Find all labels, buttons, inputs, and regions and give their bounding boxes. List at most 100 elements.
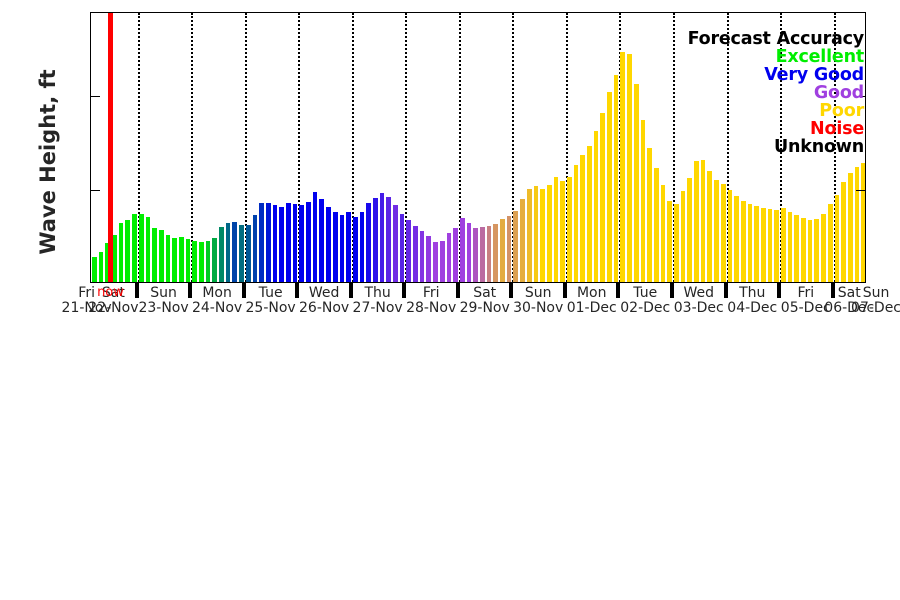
x-axis-day-tick [562, 283, 567, 298]
x-axis-day-name: Mon [202, 285, 232, 301]
bar [767, 208, 773, 282]
x-axis-day-name: Sun [150, 285, 177, 301]
bar [827, 203, 833, 282]
x-axis-day-tick [830, 283, 835, 298]
bar [426, 235, 432, 282]
day-gridline [512, 13, 515, 282]
day-gridline [780, 13, 783, 282]
y-axis-tick-mark [856, 95, 865, 97]
bar [419, 231, 425, 282]
x-axis-day-date: 06-Dec [824, 300, 875, 316]
bar [760, 207, 766, 282]
x-axis-day-date: 30-Nov [513, 300, 564, 316]
x-axis-day-date: 21-Nov [61, 300, 112, 316]
bar [386, 197, 392, 282]
y-axis-title: Wave Height, ft [36, 69, 60, 255]
legend-item-noise: Noise [810, 119, 864, 140]
bar [774, 209, 780, 282]
x-axis-day-name: Fri [422, 285, 440, 301]
bar [473, 228, 478, 282]
bar [192, 240, 198, 282]
bar [279, 206, 284, 282]
bar [446, 233, 452, 282]
bar [493, 223, 499, 282]
x-axis-day-date: 04-Dec [727, 300, 778, 316]
bar [172, 237, 177, 282]
bar [546, 185, 552, 282]
bar [607, 91, 612, 282]
day-gridline [351, 13, 354, 282]
legend-item-good: Good [813, 83, 864, 104]
x-axis-day-tick [616, 283, 621, 298]
x-axis-day-tick [241, 283, 246, 298]
bar [145, 217, 151, 282]
bar [553, 176, 559, 282]
bar [540, 188, 545, 282]
bar [199, 241, 204, 282]
bar [667, 201, 672, 282]
bar [841, 182, 846, 282]
bar [466, 222, 472, 282]
bar [245, 224, 251, 282]
bar [165, 234, 171, 282]
legend-item-very-good: Very Good [764, 65, 864, 86]
legend-title: Forecast Accuracy [687, 29, 865, 49]
bar [272, 204, 278, 282]
bar [560, 181, 565, 282]
x-axis-day-name: Thu [739, 285, 766, 301]
x-axis-day-tick [134, 283, 139, 298]
bar [807, 219, 813, 282]
bar [680, 190, 686, 282]
y-axis-tick-mark [91, 95, 100, 97]
day-gridline [726, 13, 729, 282]
bar [566, 176, 572, 282]
bar [459, 218, 465, 282]
bar [112, 234, 117, 282]
x-axis-day-date: 23-Nov [138, 300, 189, 316]
legend-items: Excellent Very Good Good Poor Noise Unknown [688, 48, 864, 156]
bar [252, 215, 258, 282]
day-gridline [833, 13, 836, 282]
bar [319, 199, 325, 282]
bar [393, 204, 398, 282]
bar [687, 177, 693, 282]
bar [138, 214, 144, 282]
bar [352, 217, 358, 282]
x-axis-day-date: 02-Dec [620, 300, 671, 316]
bar [720, 184, 726, 282]
bar [125, 219, 131, 282]
bar [613, 75, 619, 282]
bar [326, 206, 331, 282]
x-axis-day-tick [670, 283, 674, 298]
bar [359, 212, 365, 282]
bar [439, 240, 445, 282]
bar [225, 222, 231, 282]
x-axis-day-name: Tue [633, 285, 658, 301]
bar [861, 163, 865, 282]
bar [312, 191, 318, 282]
y-axis-tick-mark [856, 189, 865, 191]
x-axis-day-date: 07-Dec [851, 300, 900, 316]
legend-item-excellent: Excellent [775, 47, 865, 68]
x-axis-day-name: Sat [837, 285, 861, 301]
legend-item-poor: Poor [819, 101, 864, 122]
bar [212, 237, 218, 282]
bar [714, 180, 719, 282]
x-axis-day-name: Fri [78, 285, 95, 301]
plot-area [90, 12, 866, 283]
x-axis-day-tick [295, 283, 300, 298]
bar [453, 228, 458, 282]
bar [814, 218, 820, 282]
bar [259, 202, 264, 282]
bar [707, 170, 713, 282]
bar [372, 198, 378, 282]
bar [600, 112, 606, 282]
bar [299, 204, 305, 282]
bar [178, 236, 184, 282]
x-axis-day-name: Sat [473, 285, 497, 301]
bar [533, 186, 539, 282]
bar [747, 203, 753, 282]
bar [506, 216, 512, 282]
legend: Forecast Accuracy Excellent Very Good Good… [687, 29, 865, 156]
